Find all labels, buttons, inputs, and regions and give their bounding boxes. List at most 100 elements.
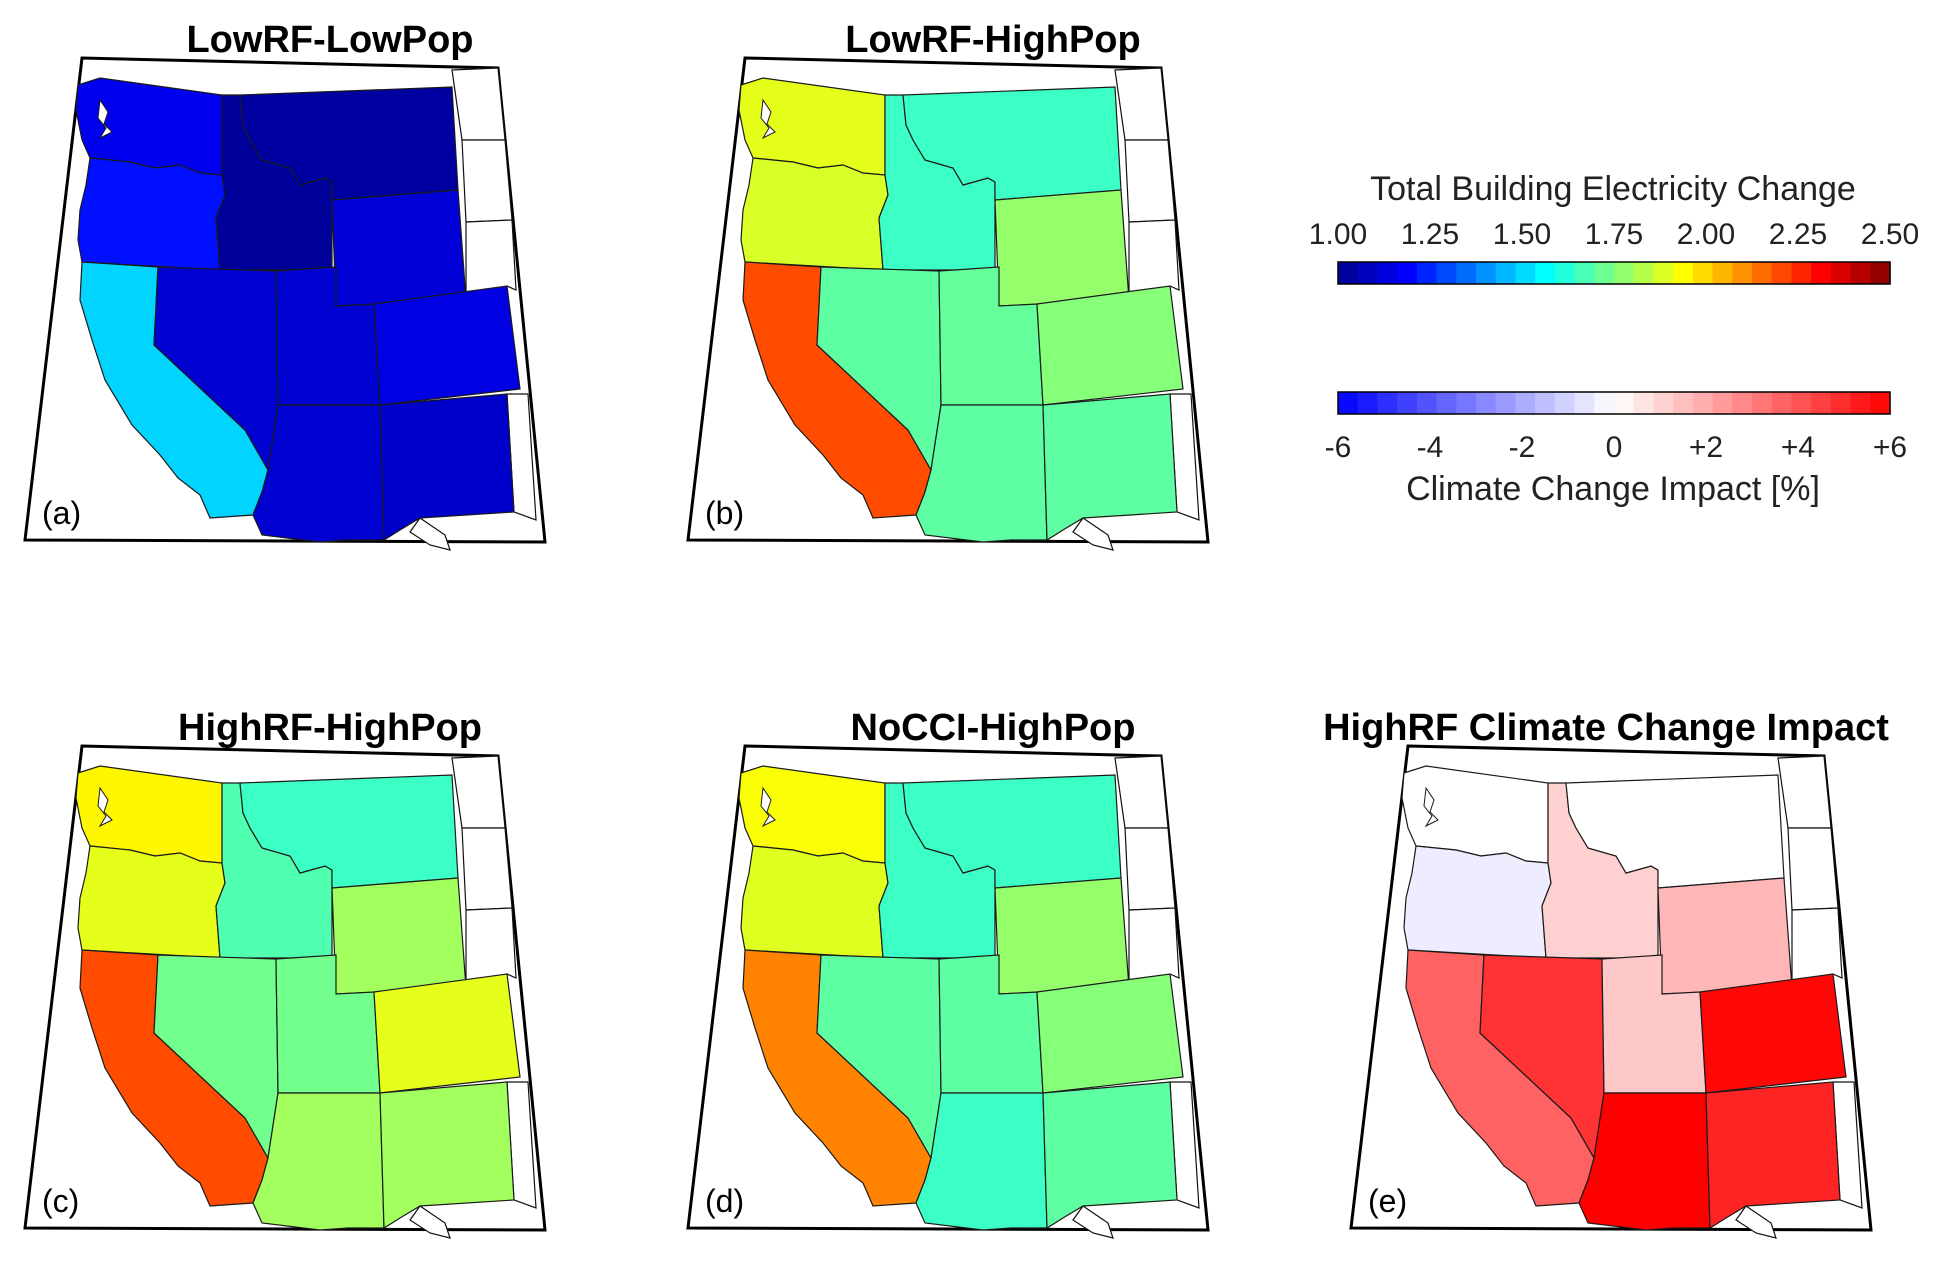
neighbor-region: [1777, 755, 1832, 829]
colorbar-segment: [1771, 262, 1793, 284]
colorbar-tick-label: 2.00: [1677, 218, 1735, 251]
colorbar-tick-label: 1.00: [1309, 218, 1367, 251]
map-body: [686, 744, 1210, 1239]
state-nm: [1042, 1081, 1178, 1230]
state-wy: [1657, 877, 1793, 995]
neighbor-region: [1072, 517, 1114, 551]
state-or: [740, 845, 889, 959]
colorbar-border: [1337, 391, 1891, 415]
colorbar-segment: [1416, 392, 1438, 414]
state-nm: [379, 393, 515, 542]
colorbar-segment: [1476, 262, 1497, 284]
puget-sound: [97, 98, 113, 140]
neighbor-region: [1128, 219, 1180, 297]
map-panel-e: HighRF Climate Change Impact (e): [1323, 707, 1889, 1239]
state-mt: [902, 774, 1122, 889]
state-or: [77, 845, 226, 959]
panel-label: (c): [42, 1183, 79, 1219]
map-panel-b: LowRF-HighPop (b): [686, 19, 1210, 551]
panel-title: HighRF-HighPop: [178, 707, 482, 749]
colorbar-tick-label: -2: [1509, 431, 1536, 464]
puget-sound: [1423, 786, 1439, 828]
colorbar-segment: [1397, 392, 1418, 414]
colorbar-segment: [1811, 262, 1832, 284]
state-wy: [994, 189, 1130, 307]
neighbor-region: [461, 827, 513, 911]
map-panel-c: HighRF-HighPop (c): [23, 707, 547, 1239]
state-co: [1699, 973, 1847, 1094]
neighbor-region: [409, 517, 451, 551]
colorbar-segment: [1456, 262, 1477, 284]
colorbar-segment: [1870, 392, 1891, 414]
colorbar-segment: [1673, 392, 1694, 414]
colorbar-segment: [1791, 392, 1812, 414]
colorbar-segment: [1692, 262, 1714, 284]
colorbar-segment: [1456, 392, 1477, 414]
puget-sound: [760, 786, 776, 828]
puget-sound: [97, 786, 113, 828]
colorbar-segment: [1712, 262, 1733, 284]
panel-label: (b): [705, 495, 744, 531]
colorbar-title: Climate Change Impact [%]: [1406, 470, 1820, 508]
panel-title: NoCCI-HighPop: [851, 707, 1136, 749]
colorbar-border: [1337, 261, 1891, 285]
colorbar-segment: [1495, 392, 1517, 414]
colorbar-segment: [1850, 262, 1871, 284]
state-mt: [239, 86, 459, 201]
colorbar-segment: [1633, 392, 1655, 414]
colorbar-segment: [1594, 392, 1615, 414]
colorbar-segment: [1436, 392, 1457, 414]
state-co: [373, 285, 521, 406]
neighbor-region: [1128, 907, 1180, 985]
colorbar-segment: [1771, 392, 1793, 414]
state-mt: [902, 86, 1122, 201]
colorbar-segment: [1377, 392, 1398, 414]
colorbar-segment: [1594, 262, 1615, 284]
state-co: [1036, 973, 1184, 1094]
state-or: [77, 157, 226, 271]
colorbar-segment: [1614, 392, 1635, 414]
neighbor-region: [465, 907, 517, 985]
map-body: [686, 56, 1210, 551]
panel-title: HighRF Climate Change Impact: [1323, 707, 1889, 749]
colorbar-segment: [1338, 392, 1359, 414]
state-nm: [1705, 1081, 1841, 1230]
map-body: [23, 744, 547, 1239]
state-mt: [1565, 774, 1785, 889]
colorbar-gradient: [1337, 261, 1891, 285]
neighbor-region: [1124, 827, 1176, 911]
colorbar-gradient: [1337, 391, 1891, 415]
state-or: [740, 157, 889, 271]
state-or: [1403, 845, 1552, 959]
neighbor-region: [1114, 755, 1169, 829]
neighbor-region: [451, 67, 506, 141]
colorbar-tick-labels: 1.00 1.25 1.50 1.75 2.00 2.25 2.50: [1309, 218, 1919, 251]
neighbor-region: [1735, 1205, 1777, 1239]
colorbar-segment: [1692, 392, 1714, 414]
colorbar-segment: [1554, 262, 1576, 284]
colorbar-segment: [1653, 262, 1674, 284]
neighbor-region: [409, 1205, 451, 1239]
colorbar-segment: [1712, 392, 1733, 414]
colorbar-tick-label: +6: [1873, 431, 1907, 464]
colorbar-segment: [1633, 262, 1655, 284]
colorbar-segment: [1811, 392, 1832, 414]
state-nm: [1042, 393, 1178, 542]
neighbor-region: [451, 755, 506, 829]
colorbar-electricity: Total Building Electricity Change 1.00 1.…: [1309, 170, 1919, 285]
colorbar-segment: [1870, 262, 1891, 284]
puget-sound: [760, 98, 776, 140]
colorbar-segment: [1791, 262, 1812, 284]
state-co: [1036, 285, 1184, 406]
colorbar-segment: [1357, 392, 1379, 414]
colorbar-tick-label: +2: [1689, 431, 1723, 464]
panel-title: LowRF-LowPop: [186, 19, 473, 61]
state-co: [373, 973, 521, 1094]
state-wy: [331, 877, 467, 995]
colorbar-segment: [1752, 262, 1773, 284]
colorbar-tick-label: 2.25: [1769, 218, 1827, 251]
colorbar-tick-label: 0: [1606, 431, 1623, 464]
colorbar-segment: [1574, 262, 1595, 284]
colorbar-segment: [1476, 392, 1497, 414]
